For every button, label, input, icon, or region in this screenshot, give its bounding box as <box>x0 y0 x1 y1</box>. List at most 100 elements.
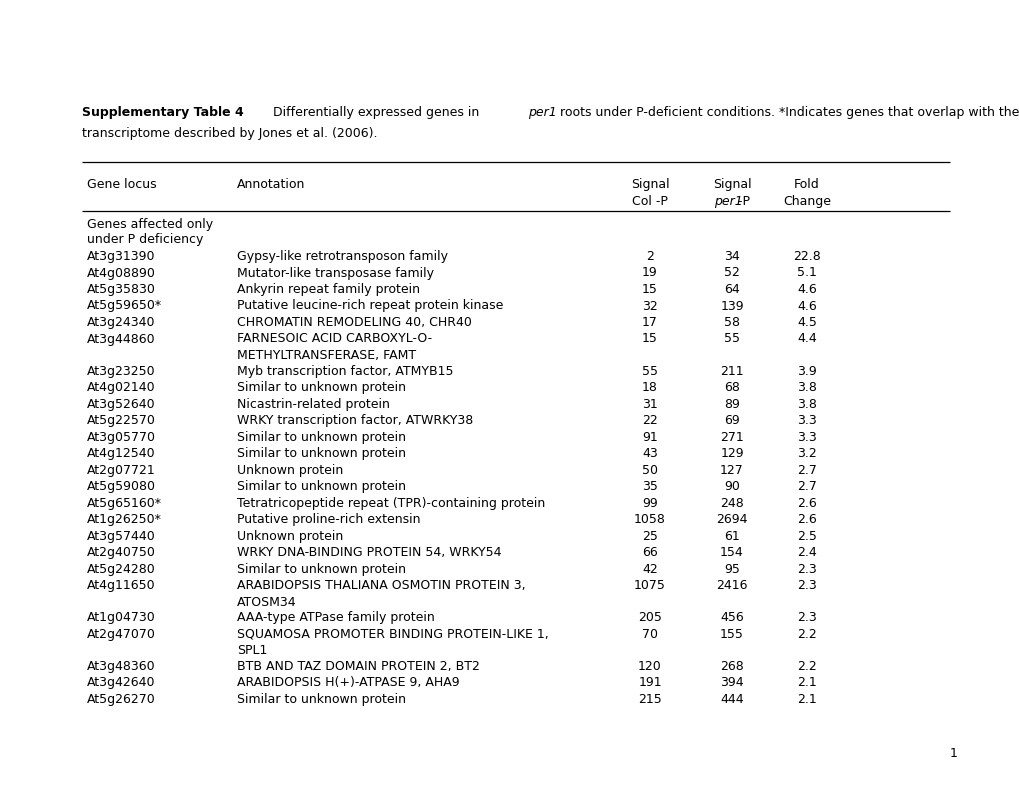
Text: At3g42640: At3g42640 <box>87 676 155 689</box>
Text: 91: 91 <box>642 430 657 444</box>
Text: At2g07721: At2g07721 <box>87 463 156 477</box>
Text: Supplementary Table 4: Supplementary Table 4 <box>82 106 244 119</box>
Text: 18: 18 <box>641 381 657 394</box>
Text: 68: 68 <box>723 381 739 394</box>
Text: Putative proline-rich extensin: Putative proline-rich extensin <box>236 513 420 526</box>
Text: WRKY DNA-BINDING PROTEIN 54, WRKY54: WRKY DNA-BINDING PROTEIN 54, WRKY54 <box>236 546 501 559</box>
Text: 22.8: 22.8 <box>793 250 820 263</box>
Text: At1g26250*: At1g26250* <box>87 513 162 526</box>
Text: 139: 139 <box>719 299 743 313</box>
Text: 2.7: 2.7 <box>796 480 816 493</box>
Text: 120: 120 <box>638 660 661 672</box>
Text: At3g31390: At3g31390 <box>87 250 155 263</box>
Text: At5g22570: At5g22570 <box>87 414 156 427</box>
Text: At3g57440: At3g57440 <box>87 530 156 542</box>
Text: 127: 127 <box>719 463 743 477</box>
Text: 17: 17 <box>641 316 657 329</box>
Text: 211: 211 <box>719 365 743 377</box>
Text: 4.6: 4.6 <box>796 283 816 296</box>
Text: 50: 50 <box>641 463 657 477</box>
Text: Myb transcription factor, ATMYB15: Myb transcription factor, ATMYB15 <box>236 365 453 377</box>
Text: At5g35830: At5g35830 <box>87 283 156 296</box>
Text: 19: 19 <box>642 266 657 280</box>
Text: At5g59080: At5g59080 <box>87 480 156 493</box>
Text: 456: 456 <box>719 611 743 624</box>
Text: At2g40750: At2g40750 <box>87 546 156 559</box>
Text: 3.8: 3.8 <box>796 397 816 411</box>
Text: Ankyrin repeat family protein: Ankyrin repeat family protein <box>236 283 420 296</box>
Text: 1075: 1075 <box>634 579 665 592</box>
Text: 191: 191 <box>638 676 661 689</box>
Text: 52: 52 <box>723 266 739 280</box>
Text: 444: 444 <box>719 693 743 705</box>
Text: At5g65160*: At5g65160* <box>87 496 162 510</box>
Text: 64: 64 <box>723 283 739 296</box>
Text: 5.1: 5.1 <box>796 266 816 280</box>
Text: At3g23250: At3g23250 <box>87 365 156 377</box>
Text: 2.1: 2.1 <box>796 676 816 689</box>
Text: 154: 154 <box>719 546 743 559</box>
Text: AAA-type ATPase family protein: AAA-type ATPase family protein <box>236 611 434 624</box>
Text: 1058: 1058 <box>634 513 665 526</box>
Text: 3.2: 3.2 <box>796 447 816 460</box>
Text: WRKY transcription factor, ATWRKY38: WRKY transcription factor, ATWRKY38 <box>236 414 473 427</box>
Text: Annotation: Annotation <box>236 178 305 191</box>
Text: roots under P-deficient conditions. *Indicates genes that overlap with the root : roots under P-deficient conditions. *Ind… <box>555 106 1019 119</box>
Text: 95: 95 <box>723 563 739 575</box>
Text: 61: 61 <box>723 530 739 542</box>
Text: 22: 22 <box>642 414 657 427</box>
Text: Putative leucine-rich repeat protein kinase: Putative leucine-rich repeat protein kin… <box>236 299 503 313</box>
Text: 35: 35 <box>641 480 657 493</box>
Text: 3.9: 3.9 <box>796 365 816 377</box>
Text: At3g24340: At3g24340 <box>87 316 155 329</box>
Text: Similar to unknown protein: Similar to unknown protein <box>236 447 406 460</box>
Text: 25: 25 <box>641 530 657 542</box>
Text: At3g52640: At3g52640 <box>87 397 156 411</box>
Text: 2.3: 2.3 <box>796 563 816 575</box>
Text: 15: 15 <box>641 283 657 296</box>
Text: 2.5: 2.5 <box>796 530 816 542</box>
Text: At4g08890: At4g08890 <box>87 266 156 280</box>
Text: Similar to unknown protein: Similar to unknown protein <box>236 381 406 394</box>
Text: 1: 1 <box>949 747 957 760</box>
Text: under P deficiency: under P deficiency <box>87 233 203 247</box>
Text: Col -P: Col -P <box>632 195 667 208</box>
Text: Similar to unknown protein: Similar to unknown protein <box>236 480 406 493</box>
Text: 2694: 2694 <box>715 513 747 526</box>
Text: 89: 89 <box>723 397 739 411</box>
Text: 2.6: 2.6 <box>796 513 816 526</box>
Text: 4.6: 4.6 <box>796 299 816 313</box>
Text: 394: 394 <box>719 676 743 689</box>
Text: At5g59650*: At5g59650* <box>87 299 162 313</box>
Text: 205: 205 <box>638 611 661 624</box>
Text: Nicastrin-related protein: Nicastrin-related protein <box>236 397 389 411</box>
Text: 2.3: 2.3 <box>796 611 816 624</box>
Text: ARABIDOPSIS THALIANA OSMOTIN PROTEIN 3,: ARABIDOPSIS THALIANA OSMOTIN PROTEIN 3, <box>236 579 525 592</box>
Text: Change: Change <box>783 195 830 208</box>
Text: SQUAMOSA PROMOTER BINDING PROTEIN-LIKE 1,: SQUAMOSA PROMOTER BINDING PROTEIN-LIKE 1… <box>236 627 548 641</box>
Text: Unknown protein: Unknown protein <box>236 530 343 542</box>
Text: 2416: 2416 <box>715 579 747 592</box>
Text: CHROMATIN REMODELING 40, CHR40: CHROMATIN REMODELING 40, CHR40 <box>236 316 472 329</box>
Text: 248: 248 <box>719 496 743 510</box>
Text: 2.7: 2.7 <box>796 463 816 477</box>
Text: At1g04730: At1g04730 <box>87 611 156 624</box>
Text: At4g02140: At4g02140 <box>87 381 156 394</box>
Text: Similar to unknown protein: Similar to unknown protein <box>236 693 406 705</box>
Text: At2g47070: At2g47070 <box>87 627 156 641</box>
Text: ATOSM34: ATOSM34 <box>236 596 297 608</box>
Text: Mutator-like transposase family: Mutator-like transposase family <box>236 266 433 280</box>
Text: Tetratricopeptide repeat (TPR)-containing protein: Tetratricopeptide repeat (TPR)-containin… <box>236 496 545 510</box>
Text: 4.4: 4.4 <box>796 333 816 345</box>
Text: 2: 2 <box>645 250 653 263</box>
Text: FARNESOIC ACID CARBOXYL-O-: FARNESOIC ACID CARBOXYL-O- <box>236 333 432 345</box>
Text: 271: 271 <box>719 430 743 444</box>
Text: 34: 34 <box>723 250 739 263</box>
Text: At4g11650: At4g11650 <box>87 579 156 592</box>
Text: 58: 58 <box>723 316 739 329</box>
Text: -P: -P <box>733 195 749 208</box>
Text: 4.5: 4.5 <box>796 316 816 329</box>
Text: 15: 15 <box>641 333 657 345</box>
Text: At3g05770: At3g05770 <box>87 430 156 444</box>
Text: 55: 55 <box>723 333 739 345</box>
